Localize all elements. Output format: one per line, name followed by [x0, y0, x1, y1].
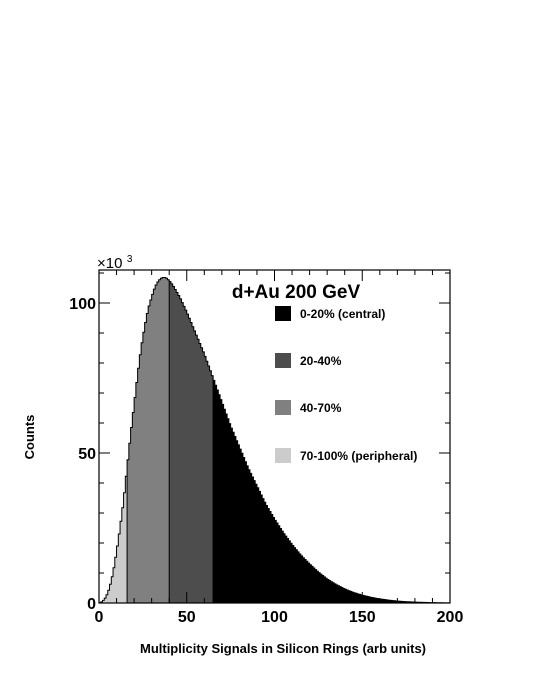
y-tick-label: 50 — [78, 446, 96, 463]
legend-swatch-3 — [275, 448, 291, 463]
x-axis-title: Multiplicity Signals in Silicon Rings (a… — [140, 641, 426, 656]
region-3 — [99, 476, 128, 603]
legend-swatch-1 — [275, 353, 291, 368]
plot-title: d+Au 200 GeV — [232, 282, 361, 303]
x-tick-label: 200 — [437, 609, 464, 626]
legend-label-2: 40-70% — [300, 401, 342, 415]
y-tick-label: 100 — [69, 296, 96, 313]
legend-label-3: 70-100% (peripheral) — [300, 449, 417, 463]
y-tick-label: 0 — [87, 596, 96, 613]
histogram-outline — [99, 277, 450, 604]
centrality-boundaries — [126, 279, 214, 603]
x-tick-label: 100 — [261, 609, 288, 626]
legend: 0-20% (central) 20-40% 40-70% 70-100% (peri… — [275, 306, 417, 463]
region-1 — [169, 281, 214, 603]
y-axis-multiplier: ×10 3 — [97, 254, 133, 272]
x-tick-label: 150 — [349, 609, 376, 626]
legend-label-0: 0-20% (central) — [300, 307, 385, 321]
legend-label-1: 20-40% — [300, 354, 342, 368]
region-2 — [127, 277, 170, 603]
y-axis-title: Counts — [22, 415, 37, 460]
x-tick-label: 50 — [178, 609, 196, 626]
region-0 — [213, 380, 450, 603]
axis-ticks: 0 50 100 150 200 0 50 100 — [69, 270, 463, 626]
centrality-regions — [99, 277, 450, 603]
x-tick-label: 0 — [95, 609, 104, 626]
legend-swatch-0 — [275, 306, 291, 321]
legend-swatch-2 — [275, 400, 291, 415]
